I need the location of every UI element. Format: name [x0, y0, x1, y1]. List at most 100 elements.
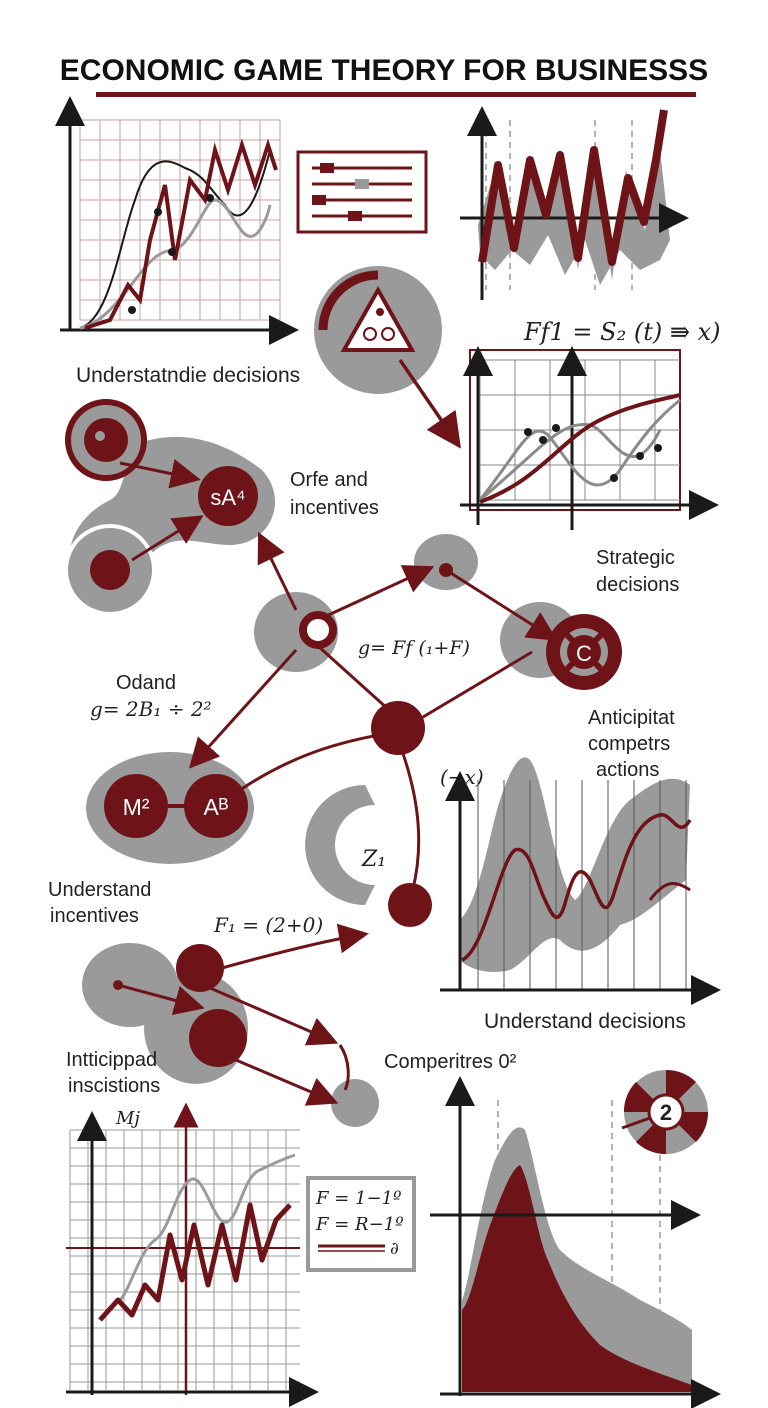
- central-network: C M² Aᴮ Z₁: [86, 531, 622, 927]
- edge-lower-curve: [338, 1044, 350, 1091]
- chart-right-wave-band: [460, 757, 690, 972]
- triangle-badge: [314, 266, 461, 449]
- formula-g-mid: g= F𝑓 (₁+F): [358, 637, 470, 659]
- chart-top-left-point: [154, 208, 162, 216]
- formula-neg-x: (−x): [440, 765, 484, 789]
- edge-lower: [117, 983, 205, 1016]
- formula-g-left: g= 2B₁ ÷ 2²: [90, 697, 212, 721]
- chart-right-middle-point: [539, 436, 547, 444]
- label-understand-decisions: Understand decisions: [484, 1010, 686, 1033]
- label-odand: Odand: [116, 672, 176, 694]
- chart-right-middle-point: [654, 444, 662, 452]
- badge-two-center: [647, 1093, 685, 1131]
- label-strategic-decisions: decisions: [596, 574, 679, 596]
- badge-two: 2: [621, 1069, 709, 1155]
- chart-right-middle-point: [636, 452, 644, 460]
- node-z-label: Z₁: [361, 847, 386, 872]
- node-hub: [299, 611, 337, 649]
- edge-center-down: [398, 744, 421, 901]
- chart-right-wave: [440, 757, 721, 1005]
- chart-bottom-left-maroon-series: [98, 1202, 292, 1322]
- node-c-cross: [559, 627, 609, 677]
- lower-blob-right: [331, 1079, 379, 1127]
- arrow-to-sa: [131, 515, 204, 562]
- chart-top-left-grid: [79, 119, 281, 321]
- node-sa-label: sA⁴: [210, 485, 245, 510]
- node-top: [439, 563, 453, 577]
- formula-f-top: F𝑓1 = S₂ (t) ⇛ x): [523, 318, 721, 346]
- label-comperitres: Comperitres 0²: [384, 1051, 517, 1073]
- triangle-icon-dot: [376, 308, 384, 316]
- formula-box: F = 1−1º F = R−1º ∂: [306, 1176, 416, 1272]
- glasses-icon: [381, 327, 395, 341]
- edge-lower: [209, 986, 339, 1046]
- label-actions: actions: [596, 759, 659, 781]
- chart-bottom-right-peak: [462, 1165, 692, 1392]
- edge-hub-sa: [257, 531, 298, 611]
- legend-swatch: [355, 179, 369, 189]
- chart-right-middle-point: [524, 428, 532, 436]
- arrow-to-sa: [119, 459, 201, 489]
- legend-box: [296, 150, 428, 234]
- legend-swatch: [348, 211, 362, 221]
- formula-f-mid: F₁ = (2+0): [213, 913, 323, 937]
- node-small-top-core: [84, 418, 128, 462]
- top-blob: [414, 534, 478, 590]
- label-anticipat: Anticipitat: [588, 707, 675, 729]
- z-arc-blob: [305, 785, 375, 905]
- node-ab-label: Aᴮ: [204, 794, 229, 820]
- title-underline: [96, 92, 696, 97]
- edge-lower: [235, 1058, 339, 1106]
- edge-top-c: [445, 568, 558, 641]
- chart-right-middle-maroon-curve: [479, 393, 681, 504]
- node-c-label: C: [576, 641, 592, 666]
- node-lower-big: [189, 1009, 247, 1067]
- chart-top-left-point: [168, 248, 176, 256]
- page-title: ECONOMIC GAME THEORY FOR BUSINESSS: [60, 54, 708, 87]
- formula-m-j: M𝑗: [115, 1108, 140, 1129]
- node-sa: [198, 466, 258, 526]
- chart-right-middle-point: [552, 424, 560, 432]
- legend-swatch: [320, 163, 334, 173]
- node-small-top-dot: [95, 431, 105, 441]
- label-inscistions: inscistions: [68, 1075, 160, 1097]
- triangle-badge-arc: [318, 270, 379, 331]
- formula-box-line-3: ∂: [390, 1239, 399, 1259]
- formula-box-frame: [306, 1176, 416, 1272]
- chart-right-middle-gray-curve: [478, 398, 681, 501]
- chart-top-left-gray-curve: [79, 198, 272, 330]
- chart-right-wave-series: [461, 813, 692, 962]
- badge-two-label: 2: [660, 1100, 672, 1125]
- chart-top-left-black-curve: [79, 149, 271, 329]
- node-bottom: [388, 883, 432, 927]
- edge-center-c: [417, 650, 533, 722]
- label-intticippad: Intticippad: [66, 1049, 157, 1071]
- edge-hub-ma: [188, 648, 298, 769]
- label-competrs: competrs: [588, 733, 670, 755]
- chart-right-wave-tail: [648, 881, 691, 901]
- chart-bottom-left-gray-curve: [118, 1153, 296, 1302]
- triangle-icon: [340, 285, 416, 352]
- label-understatndie-decisions: Understatndie decisions: [76, 364, 300, 387]
- formula-box-line-2: F = R−1º: [315, 1214, 404, 1235]
- edge-lower-up: [221, 923, 369, 970]
- badge-arrow: [398, 359, 461, 449]
- chart-bottom-left: [66, 1102, 319, 1407]
- chart-right-middle: [460, 346, 719, 530]
- label-strategic: Strategic: [596, 547, 675, 569]
- label-orfe-and: Orfe and: [290, 469, 368, 491]
- node-cluster-lower: [82, 923, 379, 1127]
- chart-right-wave-gridlines: [477, 780, 687, 990]
- chart-top-left: [55, 96, 299, 345]
- chart-top-left-maroon-series: [84, 138, 278, 330]
- chart-top-left-point: [206, 194, 214, 202]
- label-incentives: incentives: [290, 497, 379, 519]
- chart-top-left-point: [128, 306, 136, 314]
- label-understand: Understand: [48, 879, 151, 901]
- glasses-icon: [363, 327, 377, 341]
- node-center: [371, 701, 425, 755]
- formula-box-line-1: F = 1−1º: [315, 1188, 402, 1209]
- node-lower-top: [176, 944, 224, 992]
